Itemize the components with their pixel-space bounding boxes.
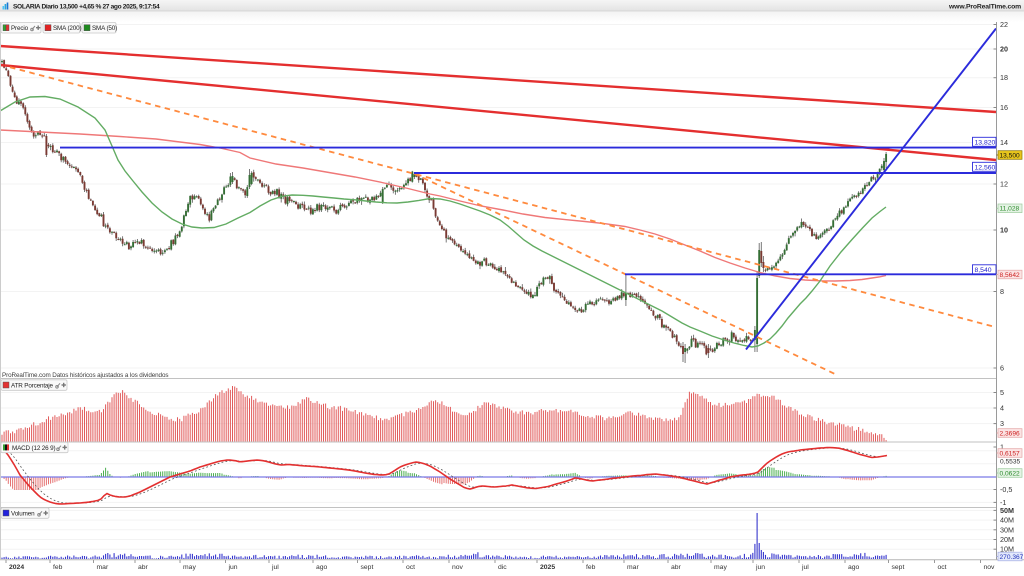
svg-text:8: 8 [1000, 287, 1004, 296]
svg-text:20M: 20M [1000, 535, 1014, 544]
svg-text:2,3696: 2,3696 [1000, 430, 1021, 437]
svg-text:6: 6 [1000, 364, 1004, 373]
svg-text:Volumen: Volumen [11, 511, 35, 518]
svg-text:sept: sept [892, 564, 905, 571]
svg-text:ago: ago [316, 564, 328, 571]
svg-text:1: 1 [1000, 443, 1004, 452]
svg-text:4: 4 [1000, 404, 1004, 413]
svg-text:-0,5: -0,5 [1000, 485, 1012, 494]
svg-text:SOLARIA Diario 13,500 +4,65 %: SOLARIA Diario 13,500 +4,65 % 27 ago 202… [13, 3, 160, 10]
svg-text:16: 16 [1000, 103, 1008, 112]
svg-text:13,500: 13,500 [1000, 152, 1021, 159]
svg-text:jul: jul [271, 564, 279, 571]
svg-text:22: 22 [1000, 20, 1008, 29]
svg-text:8,5642: 8,5642 [1000, 272, 1021, 279]
svg-text:feb: feb [586, 564, 596, 571]
svg-text:sept: sept [361, 564, 374, 571]
svg-text:2024: 2024 [9, 564, 24, 571]
svg-text:abr: abr [671, 564, 682, 571]
svg-text:10M: 10M [1000, 545, 1014, 554]
svg-text:ProRealTime.com Datos históri: ProRealTime.com Datos históricos ajustad… [2, 372, 168, 379]
svg-text:0,0622: 0,0622 [1000, 470, 1021, 477]
svg-text:MACD (12 26 9): MACD (12 26 9) [12, 445, 55, 452]
svg-text:oct: oct [406, 564, 415, 571]
svg-text:0,5535: 0,5535 [1000, 459, 1021, 466]
svg-text:may: may [183, 564, 196, 571]
svg-text:jun: jun [228, 564, 238, 571]
svg-text:8,540: 8,540 [975, 267, 992, 274]
svg-text:feb: feb [53, 564, 63, 571]
svg-text:jun: jun [755, 564, 765, 571]
svg-text:ATR Porcentaje: ATR Porcentaje [11, 383, 54, 390]
svg-text:2025: 2025 [540, 564, 555, 571]
svg-text:SMA (200): SMA (200) [53, 25, 81, 32]
svg-text:dic: dic [498, 564, 507, 571]
svg-text:20: 20 [1000, 45, 1008, 54]
svg-text:-1: -1 [1000, 498, 1006, 507]
svg-text:jul: jul [801, 564, 809, 571]
svg-text:SMA (50): SMA (50) [92, 25, 117, 32]
svg-text:10: 10 [1000, 226, 1008, 235]
svg-text:12,560: 12,560 [975, 164, 996, 171]
svg-text:50M: 50M [1000, 506, 1014, 515]
svg-text:abr: abr [138, 564, 149, 571]
svg-text:30M: 30M [1000, 525, 1014, 534]
svg-text:12: 12 [1000, 180, 1008, 189]
svg-text:ago: ago [848, 564, 860, 571]
svg-text:oct: oct [938, 564, 947, 571]
svg-text:mar: mar [627, 564, 639, 571]
svg-text:270.367: 270.367 [1000, 554, 1024, 561]
svg-text:www.ProRealTime.com: www.ProRealTime.com [948, 3, 1021, 10]
svg-text:14: 14 [1000, 138, 1008, 147]
svg-text:3: 3 [1000, 419, 1004, 428]
svg-text:13,820: 13,820 [975, 139, 996, 146]
svg-text:18: 18 [1000, 73, 1008, 82]
svg-text:11,028: 11,028 [1000, 206, 1020, 213]
svg-text:nov: nov [984, 564, 996, 571]
svg-text:5: 5 [1000, 388, 1004, 397]
svg-text:nov: nov [452, 564, 464, 571]
svg-text:mar: mar [97, 564, 109, 571]
svg-text:Precio: Precio [11, 25, 29, 32]
svg-text:40M: 40M [1000, 516, 1014, 525]
svg-text:0,6157: 0,6157 [1000, 450, 1021, 457]
svg-text:may: may [714, 564, 727, 571]
